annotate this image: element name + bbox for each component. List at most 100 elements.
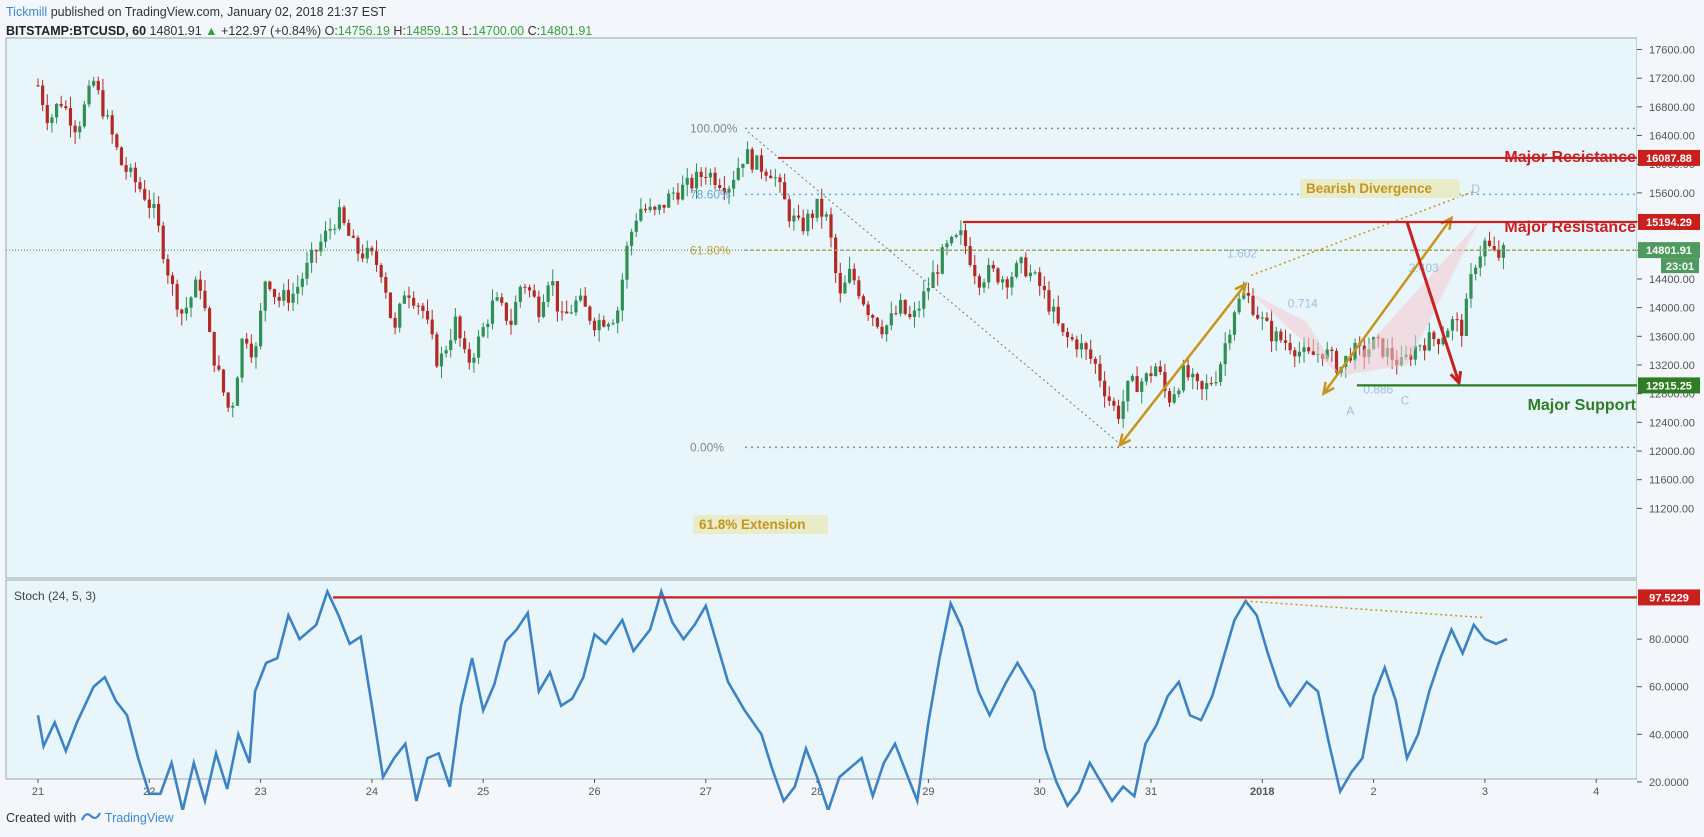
- candle-body: [987, 264, 991, 283]
- candle-body: [1432, 332, 1436, 340]
- chart-header: Tickmill published on TradingView.com, J…: [6, 3, 592, 41]
- candle-body: [1019, 257, 1023, 264]
- candle-body: [374, 251, 379, 265]
- candle-body: [486, 323, 490, 328]
- candle-body: [393, 317, 397, 328]
- candle-body: [458, 316, 462, 339]
- candle-body: [541, 301, 546, 317]
- candle-body: [1093, 358, 1097, 364]
- high-value: 14859.13: [405, 24, 459, 38]
- candle-body: [500, 297, 504, 303]
- candle-body: [310, 250, 314, 263]
- candle-body: [1065, 331, 1070, 338]
- fib-label: 61.80%: [690, 243, 731, 257]
- tradingview-link[interactable]: TradingView: [104, 811, 174, 825]
- candle-body: [578, 295, 583, 301]
- candle-body: [305, 262, 309, 279]
- tag-stoch-box: [1638, 589, 1700, 606]
- candle-body: [203, 290, 207, 309]
- y-tick-label: 11600.00: [1649, 475, 1694, 487]
- y-tick-label: 17200.00: [1649, 73, 1695, 85]
- candle-body: [773, 177, 777, 179]
- candle-body: [931, 272, 935, 289]
- candle-body: [1135, 376, 1139, 392]
- candle-body: [1079, 343, 1084, 350]
- open-label: O:: [324, 24, 338, 38]
- y-tick-label: 11200.00: [1649, 503, 1694, 515]
- candle-body: [342, 207, 346, 224]
- candle-body: [690, 177, 694, 189]
- candle-body: [73, 125, 77, 133]
- candle-body: [1200, 381, 1204, 390]
- candle-body: [880, 326, 884, 335]
- candle-body: [889, 313, 893, 326]
- candle-body: [630, 231, 634, 246]
- x-tick-label: 26: [588, 786, 600, 798]
- candle-body: [1056, 306, 1060, 324]
- created-with-label: Created with: [6, 811, 77, 825]
- candle-body: [625, 245, 629, 280]
- candle-body: [226, 392, 230, 408]
- candle-body: [936, 272, 940, 274]
- candle-body: [87, 85, 91, 105]
- candle-body: [1149, 373, 1153, 377]
- extension-arrow-1-head: [1118, 433, 1132, 448]
- major-resistance-label-2: Major Resistance: [1504, 219, 1636, 236]
- candle-body: [41, 85, 45, 106]
- candle-body: [463, 338, 467, 350]
- candle-body: [597, 319, 601, 331]
- candle-body: [1455, 319, 1459, 321]
- candle-body: [903, 299, 907, 314]
- candle-body: [351, 235, 355, 238]
- candle-body: [1047, 290, 1051, 312]
- candle-body: [1293, 350, 1297, 357]
- candle-body: [481, 327, 485, 337]
- candle-body: [370, 247, 374, 252]
- candle-body: [1112, 400, 1116, 406]
- candle-body: [959, 230, 963, 236]
- stoch-y-tick-label: 40.0000: [1649, 729, 1689, 741]
- candle-body: [949, 236, 954, 244]
- candle-body: [54, 103, 59, 118]
- candle-body: [495, 297, 499, 301]
- candle-body: [838, 273, 842, 294]
- candle-body: [518, 286, 522, 302]
- candle-body: [356, 237, 360, 254]
- candle-body: [282, 290, 286, 301]
- candle-body: [263, 281, 267, 311]
- low-label: L:: [461, 24, 472, 38]
- candle-body: [1441, 337, 1445, 345]
- candle-body: [973, 264, 977, 277]
- candle-body: [861, 296, 866, 305]
- candle-body: [453, 316, 457, 341]
- candle-body: [1302, 347, 1306, 352]
- up-arrow-icon: ▲: [205, 24, 218, 38]
- candle-body: [963, 230, 968, 247]
- candle-body: [50, 117, 54, 124]
- candle-body: [1121, 401, 1125, 419]
- candle-body: [189, 297, 193, 308]
- candle-body: [532, 290, 536, 297]
- candle-body: [917, 308, 921, 311]
- last-price: 14801.91: [149, 24, 202, 38]
- candle-body: [166, 259, 170, 276]
- candle-body: [467, 349, 471, 363]
- publish-info: published on TradingView.com, January 02…: [50, 5, 387, 19]
- candle-body: [476, 336, 481, 358]
- candle-body: [1116, 405, 1121, 419]
- close-value: 14801.91: [540, 24, 593, 38]
- candle-body: [92, 80, 96, 86]
- candle-body: [110, 115, 114, 135]
- candle-body: [611, 323, 615, 325]
- candle-body: [1460, 319, 1464, 336]
- candle-body: [207, 308, 212, 332]
- candle-body: [1209, 383, 1213, 385]
- x-tick-label: 27: [700, 786, 712, 798]
- symbol-label[interactable]: BITSTAMP:BTCUSD, 60: [6, 24, 147, 38]
- y-tick-label: 16800.00: [1649, 102, 1695, 114]
- price-chart[interactable]: 17600.0017200.0016800.0016400.0016000.00…: [0, 0, 1704, 810]
- publisher-link[interactable]: Tickmill: [6, 5, 48, 19]
- candle-body: [133, 167, 137, 183]
- candle-body: [272, 289, 277, 297]
- candle-body: [1103, 380, 1107, 397]
